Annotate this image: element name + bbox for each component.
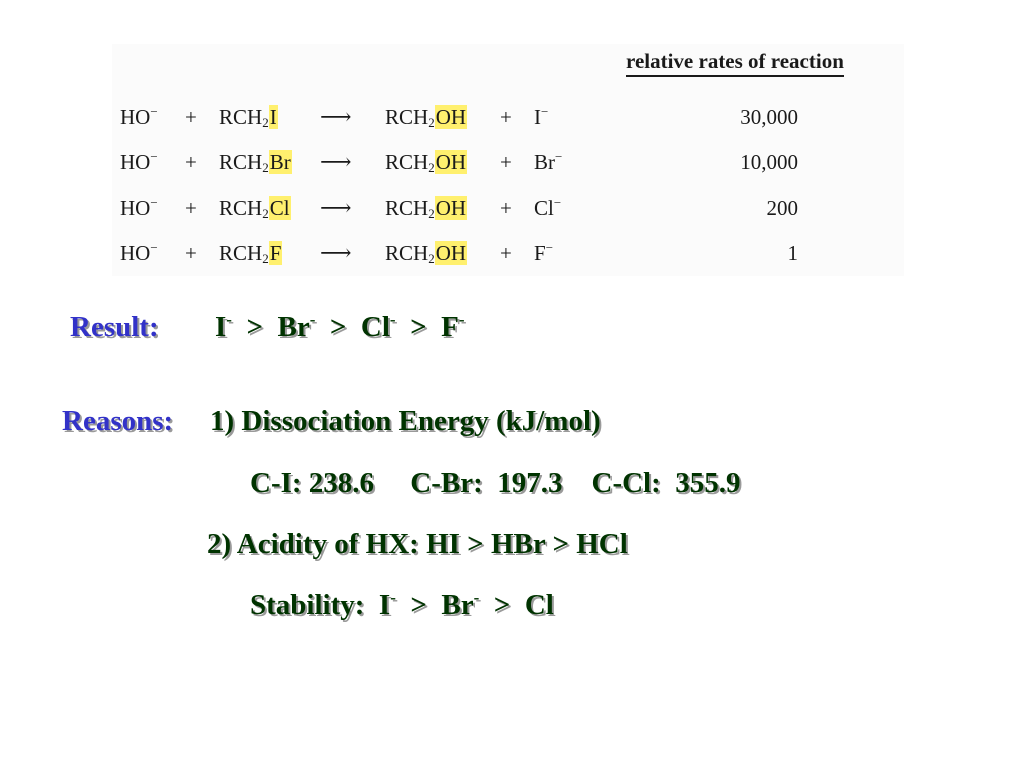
plus-sign: + xyxy=(500,150,512,174)
leaving-group: F− xyxy=(534,240,554,265)
plus-sign: + xyxy=(185,241,197,265)
product: RCH2OH xyxy=(385,105,468,130)
result-label: Result: xyxy=(70,311,159,343)
nucleophile: HO− xyxy=(120,240,158,265)
reason-2: 2) Acidity of HX: HI > HBr > HCl xyxy=(207,528,628,560)
substrate: RCH2F xyxy=(219,241,283,266)
leaving-group: Cl− xyxy=(534,195,562,220)
substrate: RCH2Cl xyxy=(219,196,291,221)
reaction-row: HO− + RCH2I ⟶ RCH2OH + I− 30,000 xyxy=(112,102,904,132)
nucleophile: HO− xyxy=(120,104,158,129)
reaction-arrow: ⟶ xyxy=(320,240,352,265)
relative-rate: 10,000 xyxy=(740,150,798,174)
result-order: I- > Br- > Cl- > F- xyxy=(215,310,465,343)
product: RCH2OH xyxy=(385,150,468,175)
rates-header: relative rates of reaction xyxy=(626,49,844,77)
relative-rate: 30,000 xyxy=(740,105,798,129)
stability-order: Stability: I- > Br- > Cl xyxy=(250,588,554,621)
reaction-arrow: ⟶ xyxy=(320,195,352,220)
product: RCH2OH xyxy=(385,196,468,221)
substrate: RCH2I xyxy=(219,105,278,130)
reaction-table-panel xyxy=(112,44,904,276)
plus-sign: + xyxy=(500,196,512,220)
relative-rate: 200 xyxy=(766,196,799,220)
plus-sign: + xyxy=(185,105,197,129)
nucleophile: HO− xyxy=(120,149,158,174)
reason-1: 1) Dissociation Energy (kJ/mol) xyxy=(210,405,601,437)
substrate: RCH2Br xyxy=(219,150,292,175)
leaving-group: Br− xyxy=(534,149,563,174)
nucleophile: HO− xyxy=(120,195,158,220)
plus-sign: + xyxy=(500,105,512,129)
product: RCH2OH xyxy=(385,241,468,266)
reasons-label: Reasons: xyxy=(62,405,174,437)
leaving-group: I− xyxy=(534,104,549,129)
reaction-row: HO− + RCH2F ⟶ RCH2OH + F− 1 xyxy=(112,238,904,268)
reaction-row: HO− + RCH2Cl ⟶ RCH2OH + Cl− 200 xyxy=(112,193,904,223)
reaction-arrow: ⟶ xyxy=(320,149,352,174)
reaction-arrow: ⟶ xyxy=(320,104,352,129)
plus-sign: + xyxy=(185,150,197,174)
plus-sign: + xyxy=(500,241,512,265)
plus-sign: + xyxy=(185,196,197,220)
reaction-row: HO− + RCH2Br ⟶ RCH2OH + Br− 10,000 xyxy=(112,147,904,177)
relative-rate: 1 xyxy=(787,241,799,265)
dissociation-energies: C-I: 238.6 C-Br: 197.3 C-Cl: 355.9 xyxy=(250,467,741,499)
